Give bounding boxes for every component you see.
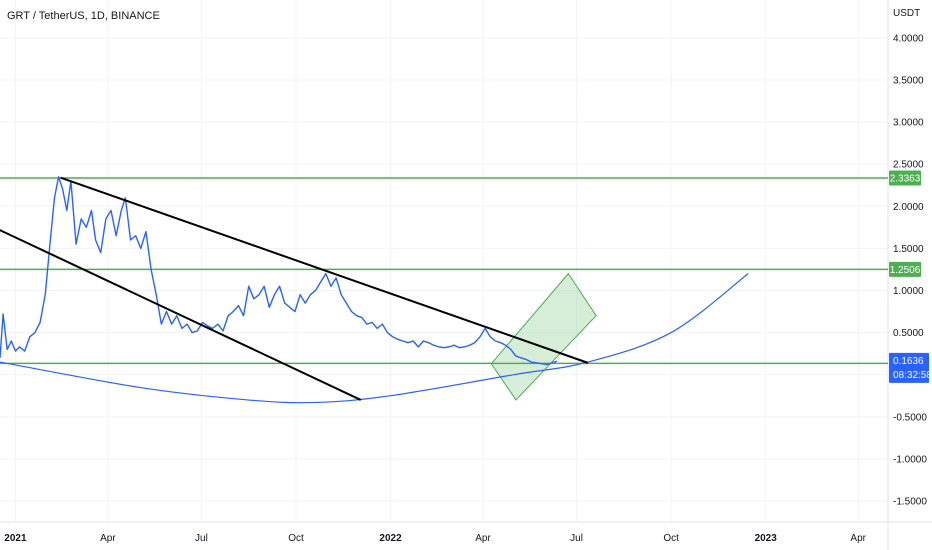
x-tick-label: Apr (100, 533, 116, 544)
x-tick-label: Oct (288, 533, 304, 544)
trendline[interactable] (60, 176, 589, 364)
x-tick-label: Apr (475, 533, 491, 544)
x-tick-label: Oct (663, 533, 679, 544)
x-tick-label: Apr (850, 533, 866, 544)
last-price-badge (889, 352, 929, 383)
price-line[interactable] (0, 176, 558, 366)
bar-countdown-label: 08:32:58 (893, 370, 932, 381)
y-tick-label: -0.5000 (893, 412, 927, 423)
plot-background (0, 0, 888, 522)
x-tick-label: 2023 (755, 533, 778, 544)
time-axis-ticks: 2021 Apr Jul Oct 2022 Apr Jul Oct 2023 Apr (4, 533, 866, 544)
price-axis-unit: USDT (893, 8, 920, 19)
arc-curve[interactable] (0, 273, 749, 404)
last-price-label: 0.1636 (893, 356, 924, 367)
level-badge (889, 170, 921, 186)
y-tick-label: 2.5000 (893, 160, 924, 171)
y-tick-label: 3.0000 (893, 118, 924, 129)
price-axis-ticks: 4.0000 3.5000 3.0000 2.5000 2.0000 1.5000 1.00… (893, 33, 927, 507)
x-tick-label: Jul (570, 533, 583, 544)
y-tick-label: 1.5000 (893, 244, 924, 255)
y-tick-label: 4.0000 (893, 33, 924, 44)
trendlines-layer (0, 176, 589, 401)
drawings-layer (0, 177, 888, 404)
level-badge (889, 261, 921, 277)
y-tick-label: -1.5000 (893, 496, 927, 507)
level-badge-label: 1.2506 (890, 265, 921, 276)
price-series-layer (0, 176, 558, 366)
x-tick-label: 2022 (379, 533, 402, 544)
y-tick-label: 1.0000 (893, 286, 924, 297)
symbol-title: GRT / TetherUS, 1D, BINANCE (7, 10, 160, 22)
x-tick-label: Jul (195, 533, 208, 544)
y-tick-label: 0.5000 (893, 328, 924, 339)
trendline[interactable] (0, 215, 362, 401)
y-tick-label: -1.0000 (893, 454, 927, 465)
y-tick-label: 3.5000 (893, 75, 924, 86)
shaded-rectangle[interactable] (490, 272, 597, 401)
x-tick-label: 2021 (4, 533, 27, 544)
level-badge-label: 2.3363 (890, 173, 921, 184)
y-tick-label: 2.0000 (893, 202, 924, 213)
